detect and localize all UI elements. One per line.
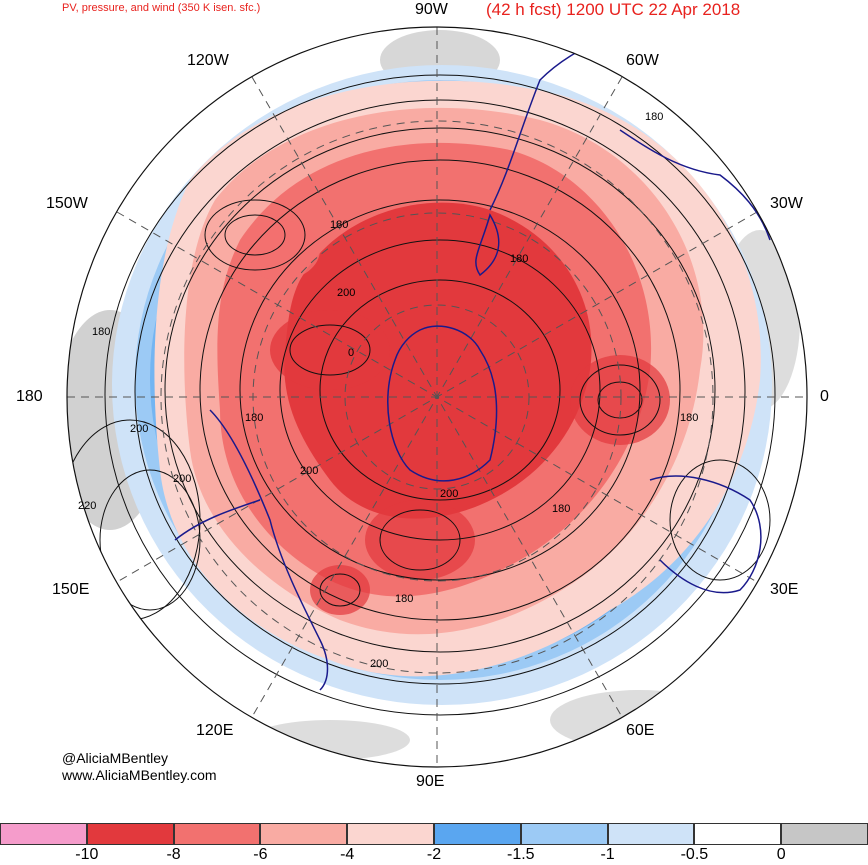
lon-label-90w: 90W — [415, 1, 448, 18]
colorbar-segment — [781, 823, 868, 845]
colorbar-tick-label: -1.5 — [507, 846, 535, 863]
pv-dark-red-region — [284, 202, 592, 519]
polar-map: 180 180 180 200 0 180 200 180 200 180 20… — [66, 26, 808, 768]
colorbar-segment — [0, 823, 87, 845]
credit-block: @AliciaMBentley www.AliciaMBentley.com — [62, 750, 217, 784]
lon-label-150w: 150W — [46, 195, 88, 212]
lon-label-60w: 60W — [626, 52, 659, 69]
colorbar-tick-label: -0.5 — [680, 846, 709, 863]
colorbar-segment — [173, 823, 261, 845]
colorbar-tick-label: -10 — [75, 846, 99, 863]
credit-website: www.AliciaMBentley.com — [62, 767, 217, 783]
map-subtitle: PV, pressure, and wind (350 K isen. sfc.… — [62, 2, 261, 14]
contour-label: 180 — [680, 412, 698, 424]
contour-label: 0 — [348, 347, 354, 359]
lon-label-150e: 150E — [52, 581, 90, 598]
contour-label: 180 — [552, 503, 570, 515]
lon-label-120e: 120E — [196, 722, 234, 739]
colorbar-segment — [86, 823, 174, 845]
colorbar-tick-label: -4 — [340, 846, 355, 863]
colorbar-segment — [607, 823, 695, 845]
lat-lon-grid — [67, 27, 807, 767]
contour-label: 200 — [440, 488, 458, 500]
pressure-contours — [67, 74, 776, 716]
map-border — [66, 26, 808, 768]
lon-label-0: 0 — [820, 388, 829, 405]
lon-label-120w: 120W — [187, 52, 229, 69]
colorbar-tick-label: -2 — [426, 846, 442, 863]
colorbar-tick-label: -1 — [600, 846, 615, 863]
contour-label: 200 — [130, 423, 148, 435]
colorbar-tick-label: -6 — [253, 846, 268, 863]
lon-label-60e: 60E — [626, 722, 655, 739]
lon-label-180: 180 — [16, 388, 43, 405]
contour-label: 180 — [510, 253, 528, 265]
lon-label-30w: 30W — [770, 195, 803, 212]
credit-handle: @AliciaMBentley — [62, 750, 169, 766]
contour-label: 200 — [300, 465, 318, 477]
colorbar-segment — [260, 823, 348, 845]
colorbar-segment — [694, 823, 782, 845]
colorbar-tick-label: 0 — [776, 846, 786, 863]
contour-label: 180 — [395, 593, 413, 605]
contour-label: 200 — [173, 473, 191, 485]
lon-label-30e: 30E — [770, 581, 799, 598]
contour-label: 180 — [645, 111, 663, 123]
contour-label: 180 — [245, 412, 263, 424]
colorbar-tick-label: -8 — [166, 846, 181, 863]
map-title: (42 h fcst) 1200 UTC 22 Apr 2018 — [486, 0, 741, 19]
lon-label-90e: 90E — [416, 773, 445, 790]
colorbar-segment — [520, 823, 608, 845]
colorbar — [0, 823, 868, 847]
contour-value-labels: 180 180 180 200 0 180 200 180 200 180 20… — [78, 111, 698, 670]
contour-label: 200 — [370, 658, 388, 670]
contour-label: 220 — [78, 500, 96, 512]
colorbar-segment — [433, 823, 521, 845]
contour-label: 180 — [92, 326, 110, 338]
contour-label: 200 — [337, 287, 355, 299]
contour-label: 180 — [330, 219, 348, 231]
colorbar-segment — [347, 823, 434, 845]
